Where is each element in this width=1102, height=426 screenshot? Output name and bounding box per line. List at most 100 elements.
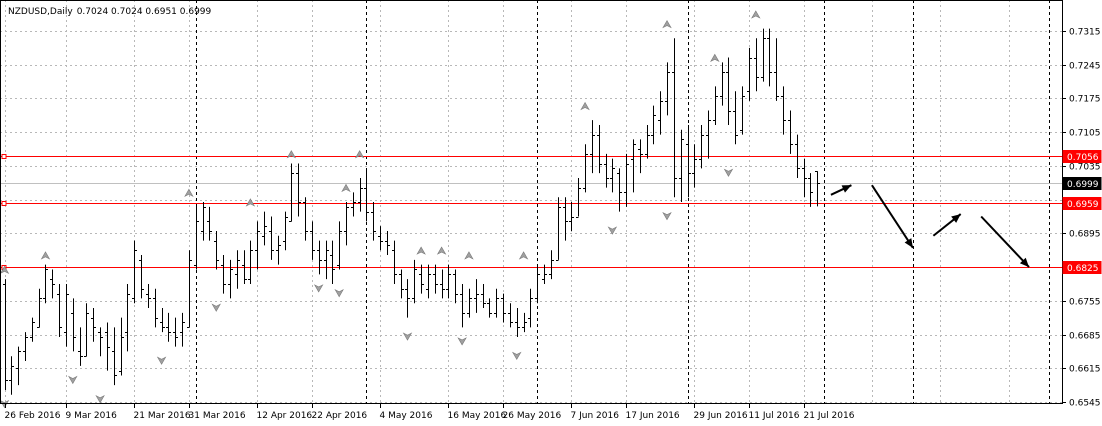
ohlc-bar: [686, 124, 691, 198]
ohlc-bar: [815, 171, 820, 207]
ohlc-bar: [542, 264, 547, 284]
ohlc-bar: [638, 139, 643, 174]
ohlc-bar: [624, 153, 629, 207]
x-tick-label: 11 Jul 2016: [749, 411, 800, 421]
y-tick-label: 0.7315: [1069, 28, 1101, 38]
y-tick-label: 0.7245: [1069, 62, 1101, 72]
fractal-down-marker: [511, 351, 522, 361]
x-tick-label: 21 Mar 2016: [134, 411, 191, 421]
ohlc-bar: [180, 312, 185, 347]
ohlc-bar: [50, 269, 55, 299]
ohlc-bar: [528, 288, 533, 328]
ohlc-bar: [84, 303, 89, 357]
fractal-up-marker: [662, 19, 672, 29]
level-anchor[interactable]: [1, 201, 7, 206]
fractal-down-marker: [211, 303, 221, 312]
ohlc-bar: [385, 230, 390, 256]
ohlc-bar: [324, 240, 329, 280]
x-tick-label: 12 Apr 2016: [257, 411, 313, 421]
x-tick-label: 29 Jun 2016: [694, 411, 748, 421]
ohlc-bar: [481, 283, 486, 309]
ohlc-bar: [672, 38, 677, 198]
fractal-down-marker: [313, 284, 324, 293]
forecast-arrow[interactable]: [830, 184, 852, 196]
ohlc-bar: [228, 259, 233, 299]
ohlc-bar: [501, 293, 506, 323]
ohlc-bar: [795, 134, 800, 178]
y-tick-label: 0.6615: [1069, 365, 1101, 375]
ohlc-bar: [351, 192, 356, 217]
ohlc-bar: [446, 264, 451, 299]
ohlc-bar: [201, 202, 206, 241]
x-tick-label: 4 May 2016: [380, 411, 433, 421]
forecast-arrow[interactable]: [980, 215, 1030, 268]
fractal-down-marker: [334, 289, 344, 298]
ohlc-bar: [160, 308, 165, 333]
x-tick-label: 31 Mar 2016: [189, 411, 246, 421]
ohlc-bar: [761, 28, 766, 82]
ohlc-bar: [658, 91, 663, 135]
fractal-up-marker: [518, 251, 529, 260]
y-tick-label: 0.6755: [1069, 298, 1101, 308]
forecast-arrow[interactable]: [932, 213, 962, 237]
ohlc-bar: [166, 312, 171, 342]
fractal-up-marker: [464, 251, 474, 260]
ohlc-bar: [3, 279, 8, 390]
ohlc-bar: [453, 269, 458, 304]
plot-frame: [0, 0, 1063, 404]
ohlc-bar: [467, 288, 472, 318]
ohlc-bar: [242, 250, 247, 284]
x-tick-label: 17 Jun 2016: [626, 411, 680, 421]
ohlc-bar: [43, 264, 48, 304]
x-tick-label: 16 May 2016: [448, 411, 507, 421]
ohlc-bar: [651, 105, 656, 145]
forecast-arrow[interactable]: [871, 184, 914, 249]
ohlc-bar: [378, 226, 383, 251]
forecast-arrows: [830, 184, 1030, 268]
ohlc-bar: [597, 124, 602, 174]
ohlc-bar: [590, 120, 595, 174]
ohlc-bar: [802, 158, 807, 198]
symbol-name: NZDUSD,Daily: [8, 7, 73, 17]
symbol-label: NZDUSD,Daily 0.7024 0.7024 0.6951 0.6999: [8, 7, 212, 17]
ohlc-bar: [460, 283, 465, 328]
ohlc-bar: [631, 139, 636, 193]
ohlc-bar: [733, 91, 738, 145]
ohlc-bar: [720, 62, 725, 106]
price-axis: 0.73150.72450.71750.71050.70350.69650.68…: [1062, 28, 1102, 409]
level-price-tag: 0.6825: [1067, 264, 1099, 274]
fractal-up-marker: [416, 246, 426, 255]
ohlc-bar: [37, 288, 42, 328]
fractal-down-marker: [723, 168, 734, 177]
ohlc-bar: [706, 110, 711, 159]
ohlc-bar: [604, 153, 609, 188]
level-price-tag: 0.7056: [1067, 153, 1099, 163]
y-tick-label: 0.7105: [1069, 129, 1101, 139]
fractal-up-marker: [286, 150, 297, 159]
x-tick-label: 22 Apr 2016: [312, 411, 368, 421]
ohlc-bar: [255, 221, 260, 270]
ohlc-bar: [262, 211, 267, 246]
y-tick-label: 0.6895: [1069, 230, 1101, 240]
ohlc-bar: [474, 279, 479, 313]
ohlc-bar: [105, 322, 110, 371]
ohlc-bar: [726, 57, 731, 125]
ohlc-bar: [317, 240, 322, 275]
x-tick-label: 9 Mar 2016: [66, 411, 118, 421]
ohlc-bar: [665, 62, 670, 116]
x-tick-label: 26 Feb 2016: [5, 411, 61, 421]
ohlc-bar: [344, 202, 349, 246]
ohlc-bar: [207, 206, 212, 241]
ohlc-bar: [214, 230, 219, 270]
fractal-markers: [0, 10, 761, 409]
fractal-down-marker: [68, 375, 78, 385]
ohlc-bar: [405, 279, 410, 318]
ohlc-bar: [119, 317, 124, 376]
ohlc-bar: [187, 250, 192, 328]
ohlc-bar: [692, 144, 697, 188]
level-anchor[interactable]: [1, 154, 7, 159]
ohlc-bar: [371, 202, 376, 241]
ohlc-bar: [248, 240, 253, 284]
ohlc-bar: [576, 177, 581, 218]
